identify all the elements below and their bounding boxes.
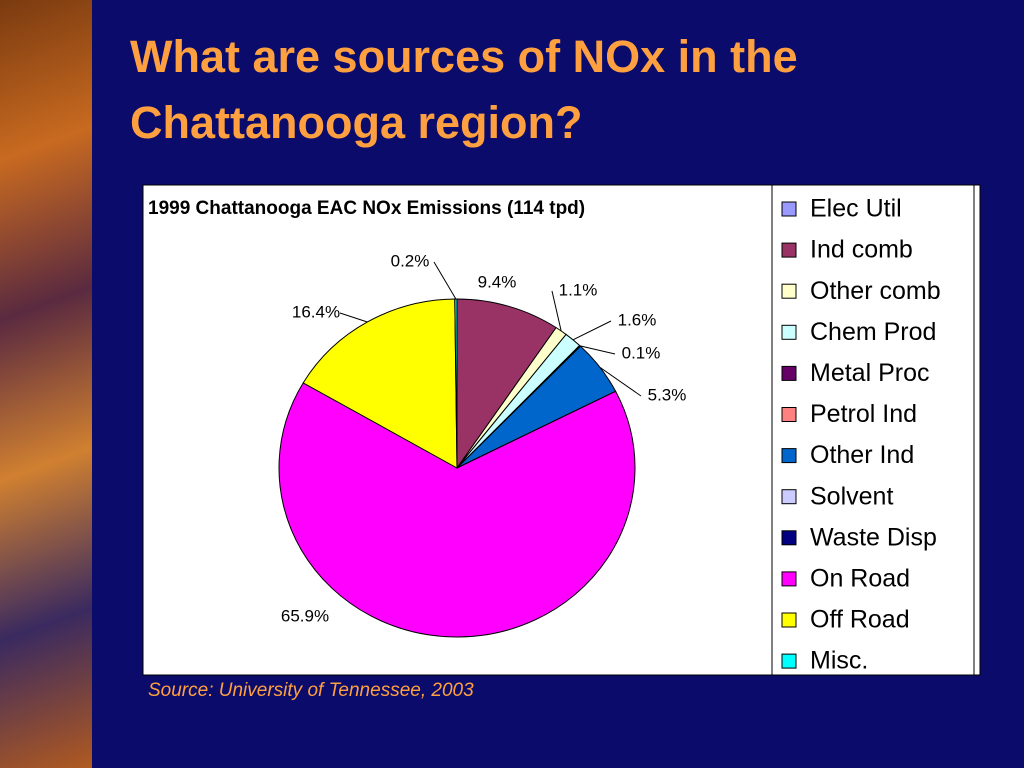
legend-label: Other Ind	[810, 441, 914, 469]
legend-swatch	[781, 489, 797, 505]
leader-line	[551, 290, 562, 332]
data-label: 0.1%	[622, 343, 661, 362]
pie-slice	[456, 298, 557, 470]
legend-label: Chem Prod	[810, 318, 936, 346]
legend-label: Solvent	[810, 482, 893, 510]
legend-label: Other comb	[810, 277, 941, 305]
legend-label: Petrol Ind	[810, 400, 917, 428]
legend-label: Metal Proc	[810, 359, 929, 387]
pie-slice	[278, 382, 636, 638]
legend-label: On Road	[810, 565, 910, 593]
data-label: 0.2%	[391, 251, 430, 270]
leader-line	[572, 320, 612, 341]
source-note: Source: University of Tennessee, 2003	[148, 680, 474, 701]
data-label: 65.9%	[281, 606, 329, 625]
legend-swatch	[781, 283, 797, 299]
leader-line	[339, 312, 368, 323]
legend-swatch	[781, 612, 797, 628]
legend-swatch	[781, 324, 797, 340]
data-label: 1.6%	[618, 310, 657, 329]
legend-swatch	[781, 201, 797, 217]
chart-title: 1999 Chattanooga EAC NOx Emissions (114 …	[148, 198, 585, 219]
legend-swatch	[781, 530, 797, 546]
decoration	[0, 0, 92, 768]
data-label: 5.3%	[648, 385, 687, 404]
data-label: 9.4%	[478, 272, 517, 291]
legend-swatch	[781, 653, 797, 669]
data-label: 16.4%	[292, 302, 340, 321]
legend-swatch	[781, 571, 797, 587]
legend-label: Off Road	[810, 606, 910, 634]
legend-label: Elec Util	[810, 195, 902, 223]
leader-line	[599, 366, 642, 397]
leader-line	[433, 261, 457, 300]
leader-line	[579, 345, 616, 355]
legend-label: Ind comb	[810, 236, 913, 264]
legend-label: Misc.	[810, 647, 868, 675]
legend-label: Waste Disp	[810, 523, 937, 551]
data-label: 1.1%	[559, 280, 598, 299]
legend-swatch	[781, 365, 797, 381]
legend-swatch	[781, 407, 797, 422]
slide-title: What are sources of NOx in the Chattanoo…	[130, 31, 798, 148]
legend-swatch	[781, 448, 797, 464]
pie-slice	[302, 298, 458, 469]
legend-swatch	[781, 242, 797, 258]
legend-box	[771, 184, 975, 676]
